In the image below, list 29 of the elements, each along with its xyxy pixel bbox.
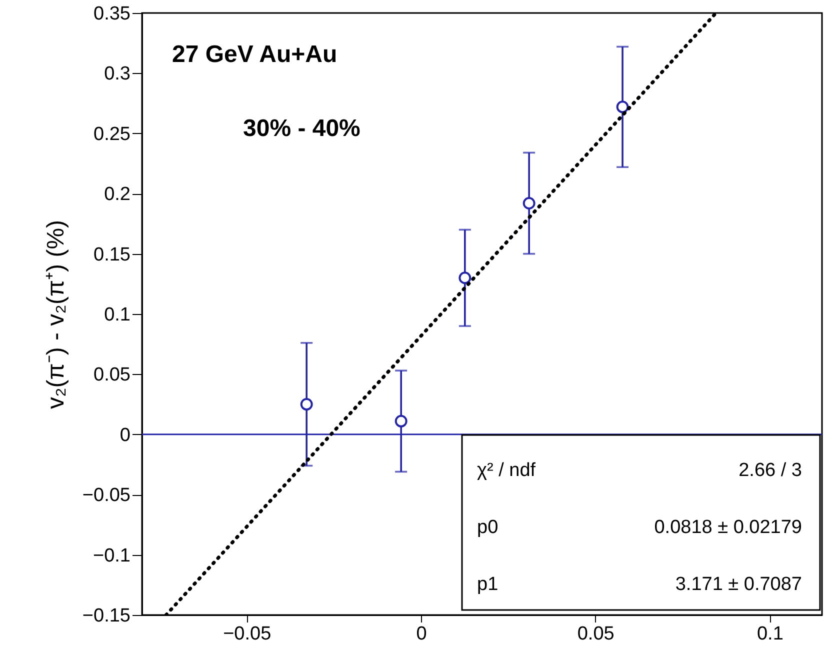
point <box>522 197 536 210</box>
y-tick-label: 0.3 <box>104 64 130 85</box>
point <box>458 272 472 284</box>
y-tick-label: 0.1 <box>104 304 130 326</box>
annotation: 2.66 / 3 <box>738 460 802 481</box>
y-axis-title: v₂(π⁻) - v₂(π⁺) (%) <box>42 220 70 410</box>
annotation: 30% - 40% <box>243 115 360 142</box>
point <box>394 414 408 428</box>
y-tick-label: 0.25 <box>94 124 130 145</box>
y-tick-label: 0.15 <box>94 244 130 266</box>
x-tick-label: 0.1 <box>756 624 784 644</box>
annotation: p0 <box>477 517 498 538</box>
y-tick-label: 0.2 <box>104 184 130 206</box>
x-tick-label: −0.05 <box>223 624 272 644</box>
x-tick-label: 0 <box>416 624 427 644</box>
y-tick-label: −0.15 <box>82 606 130 626</box>
point <box>300 398 313 411</box>
annotation: 0.0818 ± 0.02179 <box>654 517 802 538</box>
annotation: χ² / ndf <box>477 460 536 481</box>
annotation: 27 GeV Au+Au <box>172 41 338 68</box>
annotation: 3.171 ± 0.7087 <box>675 574 802 595</box>
annotation: p1 <box>477 574 498 595</box>
point <box>616 100 629 114</box>
y-tick-label: −0.05 <box>82 485 130 506</box>
y-tick-label: 0.35 <box>94 4 130 24</box>
y-tick-label: 0 <box>120 424 130 446</box>
y-tick-label: 0.05 <box>94 364 130 386</box>
x-tick-label: 0.05 <box>577 624 614 644</box>
y-tick-label: −0.1 <box>92 545 130 566</box>
